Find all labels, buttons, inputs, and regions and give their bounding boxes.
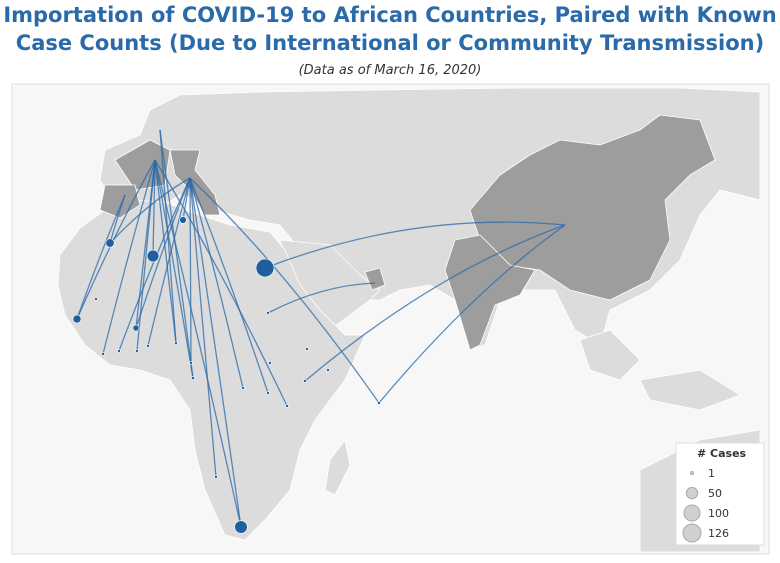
- case-dot: [146, 344, 150, 348]
- route: [152, 159, 156, 257]
- legend-swatch: [685, 486, 699, 500]
- route: [304, 224, 566, 382]
- case-dot: [174, 341, 178, 345]
- route: [189, 177, 242, 528]
- case-dot: [268, 361, 272, 365]
- legend: # Cases 1 50 100 126: [675, 442, 765, 546]
- case-dot: [285, 404, 289, 408]
- dots: [72, 216, 381, 534]
- case-dot: [214, 475, 218, 479]
- case-dot: [377, 401, 381, 405]
- case-dot: [117, 349, 121, 353]
- routes: [76, 129, 566, 528]
- legend-swatch: [690, 471, 694, 475]
- legend-label: 126: [708, 527, 729, 540]
- country-india: [444, 234, 536, 351]
- map: [11, 83, 770, 555]
- subtitle: (Data as of March 16, 2020): [299, 63, 482, 78]
- route: [102, 159, 156, 355]
- title-line: Importation of COVID-19 to African Count…: [3, 3, 776, 27]
- legend-title: # Cases: [697, 447, 747, 460]
- legend-label: 100: [708, 507, 729, 520]
- case-dot: [234, 520, 248, 534]
- route: [378, 224, 566, 404]
- route: [154, 159, 242, 528]
- case-dot: [305, 347, 309, 351]
- route: [154, 159, 177, 344]
- case-dot: [191, 376, 195, 380]
- route: [189, 177, 380, 404]
- case-dot: [146, 249, 160, 263]
- case-dot: [101, 352, 105, 356]
- case-dot: [135, 349, 139, 353]
- route: [154, 159, 288, 407]
- route: [189, 177, 192, 364]
- route: [135, 177, 191, 329]
- route: [159, 129, 194, 379]
- case-dot: [266, 391, 270, 395]
- land-africa: [57, 199, 366, 541]
- case-dot: [303, 379, 307, 383]
- land-seasia: [579, 329, 741, 411]
- case-dot: [266, 311, 270, 315]
- case-dot: [105, 238, 115, 248]
- title-line: Case Counts (Due to International or Com…: [16, 31, 764, 55]
- case-dot: [255, 258, 275, 278]
- route: [76, 159, 156, 320]
- route: [189, 177, 244, 389]
- legend-label: 50: [708, 487, 722, 500]
- country-uae: [364, 267, 386, 291]
- route: [154, 159, 194, 379]
- case-dot: [132, 324, 140, 332]
- case-dot: [241, 386, 245, 390]
- route: [189, 177, 269, 394]
- case-dot: [179, 216, 187, 224]
- case-dot: [326, 368, 330, 372]
- route: [267, 282, 376, 314]
- route: [147, 177, 191, 347]
- land-madagascar: [324, 439, 351, 496]
- route: [189, 177, 217, 478]
- case-dot: [72, 314, 82, 324]
- case-dot: [94, 297, 98, 301]
- route: [76, 194, 126, 320]
- case-dot: [189, 361, 193, 365]
- country-china: [469, 114, 716, 301]
- legend-swatch: [682, 523, 702, 543]
- country-spain: [99, 184, 141, 219]
- legend-label: 1: [708, 467, 715, 480]
- route: [264, 221, 566, 269]
- legend-swatch: [683, 504, 701, 522]
